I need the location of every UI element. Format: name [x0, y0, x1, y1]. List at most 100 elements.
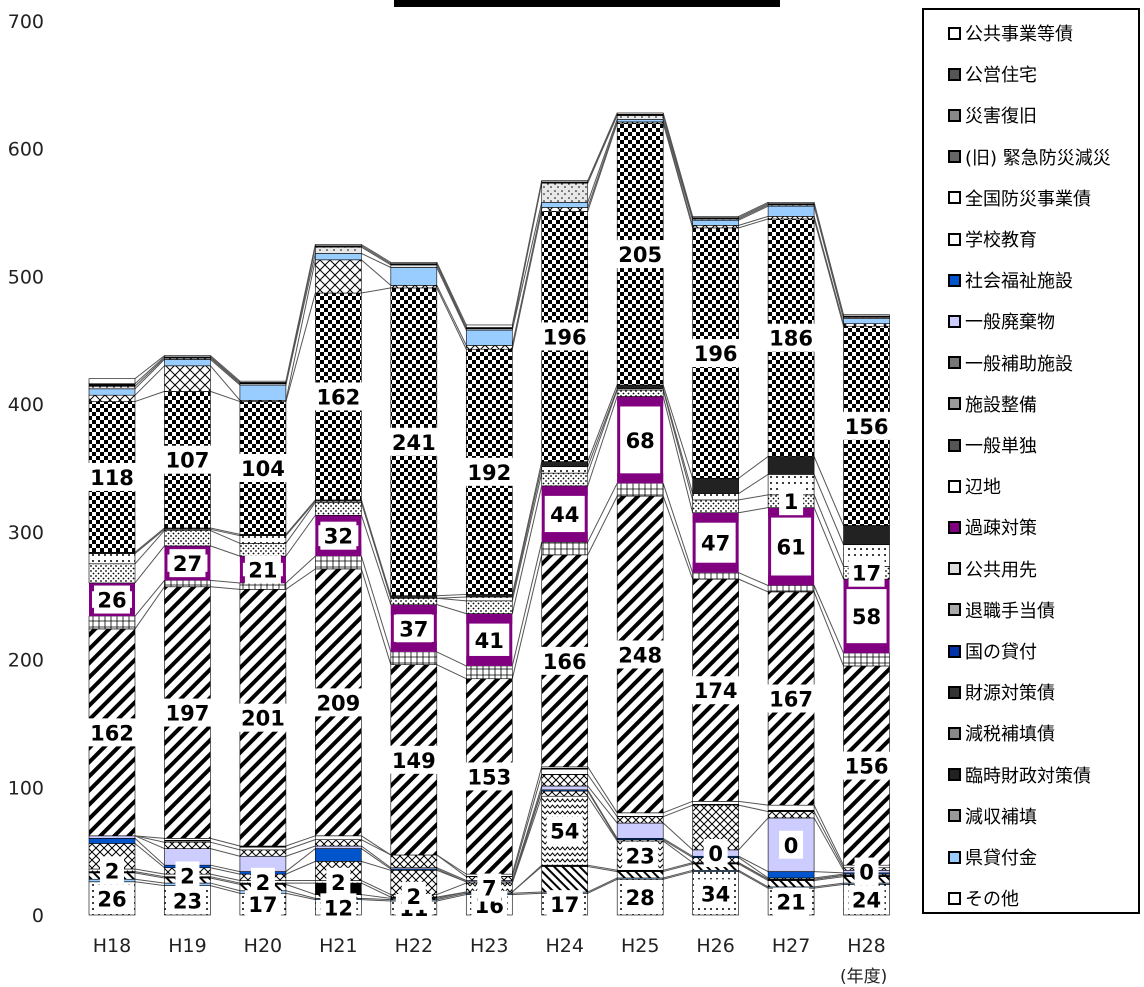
series-connector	[361, 244, 392, 263]
series-connector	[285, 892, 316, 901]
data-label: 197	[166, 702, 210, 726]
data-label: 167	[769, 688, 813, 712]
data-label-bg	[88, 462, 136, 491]
series-connector	[361, 897, 391, 901]
data-label-bg	[703, 839, 728, 868]
data-label-bg	[848, 885, 885, 914]
legend-label: 臨時財政対策債	[965, 765, 1091, 787]
bar-segment-band	[433, 604, 437, 652]
series-connector	[436, 882, 467, 896]
series-connector	[436, 593, 467, 597]
series-connector	[511, 554, 543, 679]
legend-label: 減税補填債	[965, 724, 1055, 746]
bar-segment	[692, 499, 739, 513]
series-connector	[738, 862, 769, 880]
legend-label: 過疎対策	[965, 518, 1037, 540]
series-connector	[436, 894, 467, 902]
x-tick-label: H24	[545, 935, 583, 957]
series-connector	[436, 262, 467, 326]
data-label: 37	[399, 617, 428, 641]
bar-segment	[541, 541, 589, 556]
bar-segment	[843, 525, 890, 545]
legend-swatch-icon	[948, 314, 961, 328]
series-connector	[134, 365, 165, 396]
y-tick-label: 0	[32, 905, 44, 927]
bar-segment	[88, 383, 136, 387]
series-connector	[134, 868, 165, 875]
bar-segment	[164, 580, 211, 588]
data-label-bg	[88, 718, 136, 747]
series-connector	[285, 883, 316, 896]
bar-segment	[88, 615, 136, 630]
legend-item: 災害復旧	[948, 103, 1037, 127]
series-connector	[587, 121, 618, 208]
data-label-bg	[389, 745, 438, 774]
series-connector	[511, 472, 543, 601]
data-label-bg	[767, 684, 816, 713]
data-label-bg	[169, 549, 206, 578]
legend-item: 一般単独	[948, 433, 1037, 457]
series-connector	[587, 785, 618, 824]
series-connector	[285, 890, 316, 899]
series-connector	[285, 259, 316, 401]
data-label-bg	[697, 879, 734, 908]
series-connector	[587, 766, 618, 814]
legend-label: 公共事業等債	[965, 24, 1073, 45]
series-connector	[360, 568, 392, 665]
series-connector	[738, 494, 769, 501]
series-connector	[210, 837, 241, 847]
series-connector	[813, 202, 845, 315]
series-connector	[662, 837, 693, 857]
data-label-bg	[320, 893, 357, 922]
bar-segment	[465, 324, 513, 328]
series-connector	[210, 390, 241, 403]
legend-label: 財源対策債	[965, 683, 1055, 705]
series-connector	[285, 499, 316, 535]
series-connector	[738, 203, 769, 219]
data-labels: 2623171211161728342124222227542316219720…	[88, 240, 891, 922]
series-connector	[285, 835, 316, 847]
bar-segment	[164, 530, 211, 547]
series-connector	[587, 774, 618, 817]
legend-item: 過疎対策	[948, 515, 1037, 539]
legend-label: 県貸付金	[965, 848, 1037, 869]
series-connector	[285, 244, 316, 382]
series-connector	[587, 878, 618, 894]
bar-segment	[164, 365, 211, 392]
data-label-bg	[169, 886, 206, 915]
bar-segment	[88, 378, 136, 385]
data-label-bg	[546, 890, 583, 919]
series-connector	[134, 586, 165, 630]
series-connector	[587, 790, 618, 840]
bar-segment	[390, 595, 438, 599]
series-connector	[738, 572, 769, 586]
bar-segment	[239, 543, 287, 557]
bar-segment	[315, 246, 362, 254]
data-label: 192	[467, 461, 511, 485]
legend-swatch-icon	[948, 26, 961, 40]
series-connector	[738, 578, 769, 593]
bar-segment	[692, 225, 739, 229]
legend-label: 国の貸付	[965, 642, 1037, 663]
data-label: 24	[852, 889, 881, 913]
series-connector	[285, 292, 316, 402]
series-connector	[210, 876, 241, 884]
data-label: 12	[324, 896, 353, 920]
data-label: 32	[324, 525, 353, 549]
series-connector	[361, 882, 392, 898]
legend-label: 辺地	[965, 477, 1001, 499]
bar-segment	[541, 774, 589, 787]
series-connector	[511, 541, 543, 667]
legend-swatch-icon	[948, 356, 961, 370]
series-connector	[813, 474, 845, 545]
data-label-bg	[314, 382, 363, 411]
bar-segment	[843, 652, 890, 667]
bar-segment	[767, 216, 815, 220]
data-label: 196	[694, 342, 738, 366]
bar-segment-band	[466, 655, 513, 666]
legend-swatch-icon	[948, 726, 961, 740]
series-connector	[360, 499, 392, 596]
data-label-bg	[773, 532, 810, 561]
bar-segment	[88, 838, 136, 844]
y-tick-label: 700	[8, 11, 44, 33]
